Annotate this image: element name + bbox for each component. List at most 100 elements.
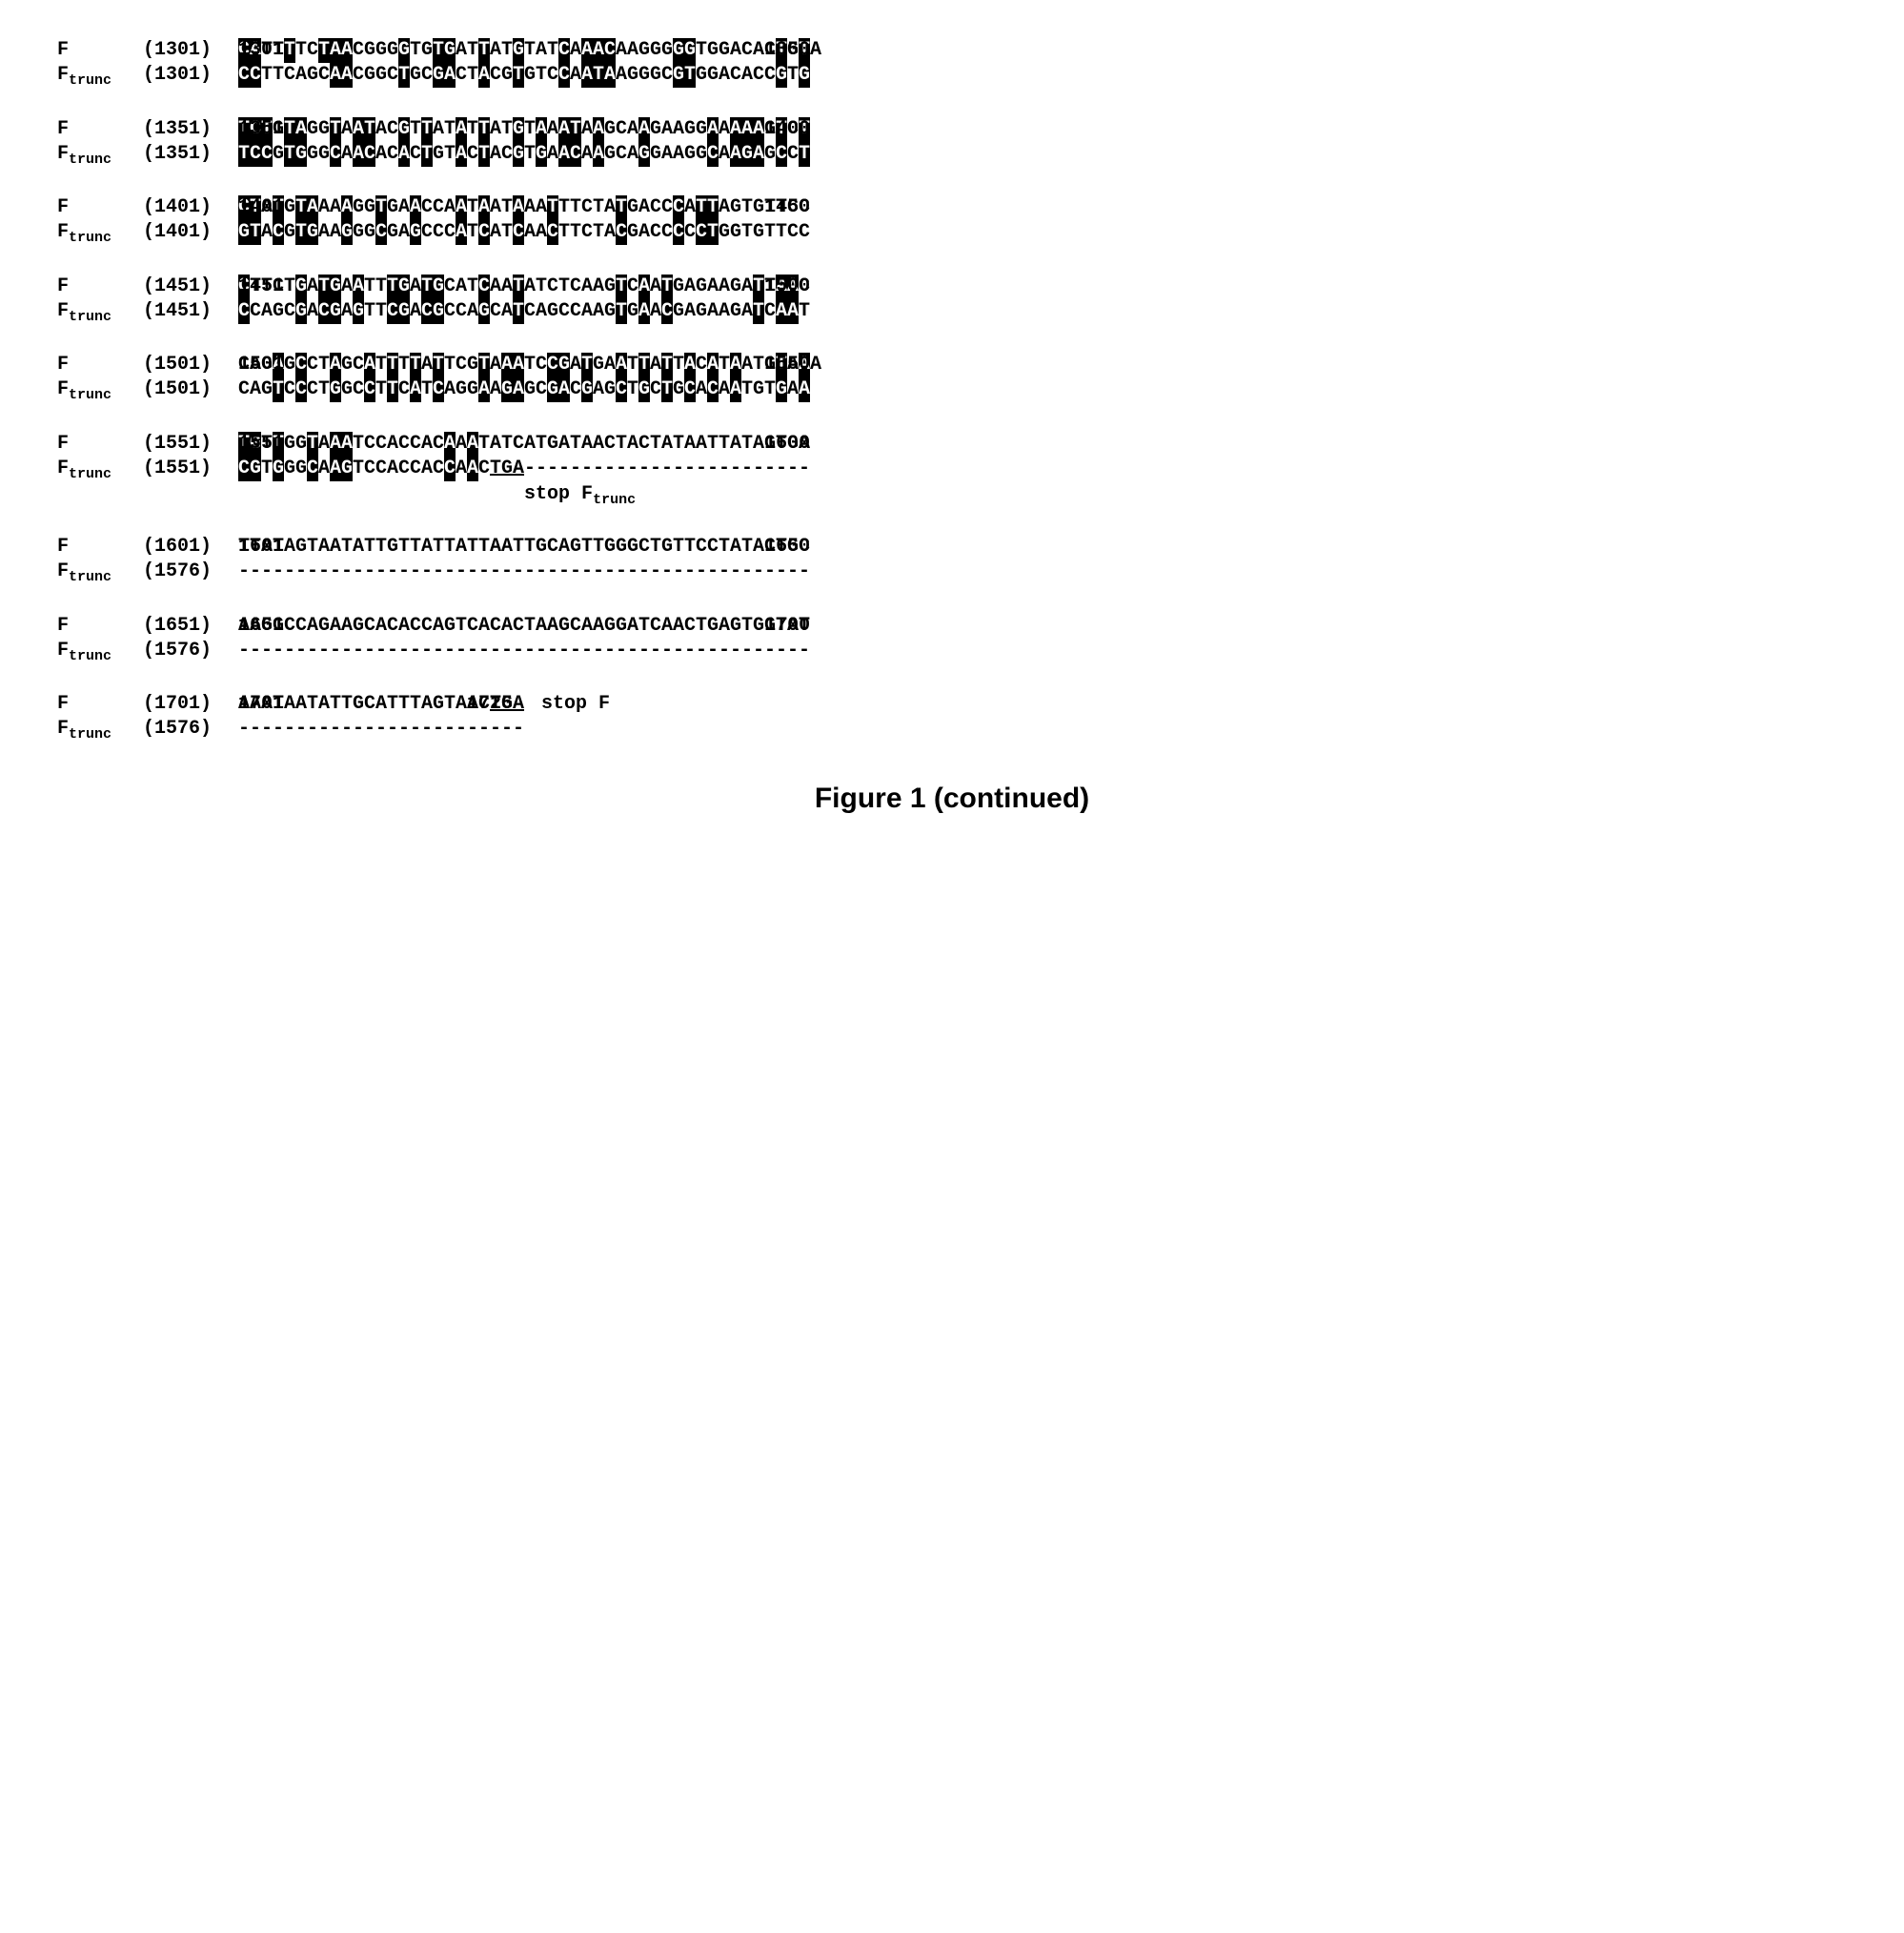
- nt: A: [375, 692, 387, 717]
- nt: A: [707, 117, 719, 142]
- nt: A: [330, 457, 341, 481]
- nt: C: [456, 299, 467, 324]
- ruler-start: 1701: [238, 692, 284, 717]
- nt: A: [730, 353, 741, 377]
- nt: G: [433, 142, 444, 167]
- alignment-block: 13511400F(1351)TCTGTAGGTAATACGTTATATTATG…: [57, 117, 1847, 170]
- nt: G: [456, 377, 467, 402]
- nt: A: [421, 432, 433, 457]
- nt: C: [501, 142, 513, 167]
- nt: T: [593, 63, 604, 88]
- nt: A: [536, 299, 547, 324]
- nt: A: [295, 692, 307, 717]
- nt: T: [478, 117, 490, 142]
- nt: T: [719, 535, 730, 560]
- nt: G: [295, 535, 307, 560]
- alignment-block: 15011550F(1501)CAGAGCCTAGCATTTTATTCGTAAA…: [57, 353, 1847, 405]
- row-label: Ftrunc: [57, 63, 143, 91]
- nt: A: [307, 299, 318, 324]
- row-label: F: [57, 692, 143, 717]
- nt: T: [444, 117, 456, 142]
- nt: G: [353, 195, 364, 220]
- nt: T: [776, 220, 787, 245]
- nt: -: [638, 457, 650, 481]
- nt: G: [421, 38, 433, 63]
- nt: T: [490, 457, 501, 481]
- nt: T: [616, 275, 627, 299]
- nt: C: [570, 614, 581, 639]
- nt: C: [307, 353, 318, 377]
- nt: T: [467, 195, 478, 220]
- nt: -: [501, 639, 513, 663]
- row-sequence: CTTCTGATGAATTTGATGCATCAATATCTCAAGTCAATGA…: [238, 275, 810, 299]
- nt: T: [375, 535, 387, 560]
- nt: A: [375, 117, 387, 142]
- nt: C: [410, 432, 421, 457]
- nt: A: [581, 117, 593, 142]
- nt: -: [330, 560, 341, 584]
- nt: C: [398, 432, 410, 457]
- nt: A: [387, 432, 398, 457]
- nt: G: [558, 353, 570, 377]
- nt: C: [478, 457, 490, 481]
- nt: T: [478, 353, 490, 377]
- nt: A: [719, 195, 730, 220]
- nt: A: [341, 614, 353, 639]
- nt: C: [604, 38, 616, 63]
- nt: T: [536, 275, 547, 299]
- nt: A: [421, 535, 433, 560]
- nt: -: [456, 639, 467, 663]
- nt: G: [673, 63, 684, 88]
- nt: T: [616, 432, 627, 457]
- nt: C: [616, 377, 627, 402]
- ruler-end: 1500: [764, 275, 810, 299]
- nt: T: [570, 117, 581, 142]
- nt: G: [547, 432, 558, 457]
- row-position: (1301): [143, 63, 238, 88]
- nt: G: [307, 220, 318, 245]
- nt: -: [776, 457, 787, 481]
- nt: T: [307, 535, 318, 560]
- nt: -: [456, 560, 467, 584]
- nt: A: [250, 377, 261, 402]
- nt: C: [696, 353, 707, 377]
- nt: A: [421, 692, 433, 717]
- nt: A: [490, 142, 501, 167]
- nt: A: [593, 38, 604, 63]
- nt: A: [593, 299, 604, 324]
- nt: -: [593, 457, 604, 481]
- nt: C: [513, 220, 524, 245]
- label-f: F: [57, 615, 69, 637]
- nt: T: [547, 38, 558, 63]
- nt: C: [364, 692, 375, 717]
- nt: -: [284, 717, 295, 742]
- nt: T: [375, 195, 387, 220]
- nt: A: [593, 117, 604, 142]
- nt: -: [513, 717, 524, 742]
- nt: A: [330, 38, 341, 63]
- nt: G: [364, 38, 375, 63]
- sequence-row: F(1701)AAATAATATTGCATTTAGTAACTGAstop F: [57, 692, 1847, 717]
- nt: -: [719, 639, 730, 663]
- nt: A: [536, 195, 547, 220]
- nt: A: [513, 353, 524, 377]
- nt: A: [536, 220, 547, 245]
- nt: T: [433, 535, 444, 560]
- nt: G: [318, 614, 330, 639]
- nt: A: [558, 142, 570, 167]
- nt: A: [787, 377, 799, 402]
- nt: A: [353, 275, 364, 299]
- nt: C: [478, 275, 490, 299]
- nt: A: [318, 457, 330, 481]
- row-label: F: [57, 614, 143, 639]
- nt: -: [741, 560, 753, 584]
- nt: C: [261, 142, 273, 167]
- sequence-row: F(1501)CAGAGCCTAGCATTTTATTCGTAAATCCGATGA…: [57, 353, 1847, 377]
- label-f: F: [57, 693, 69, 715]
- nt: A: [604, 353, 616, 377]
- nt: T: [616, 195, 627, 220]
- nt: G: [284, 432, 295, 457]
- nt: A: [341, 195, 353, 220]
- nt: C: [570, 299, 581, 324]
- nt: T: [684, 63, 696, 88]
